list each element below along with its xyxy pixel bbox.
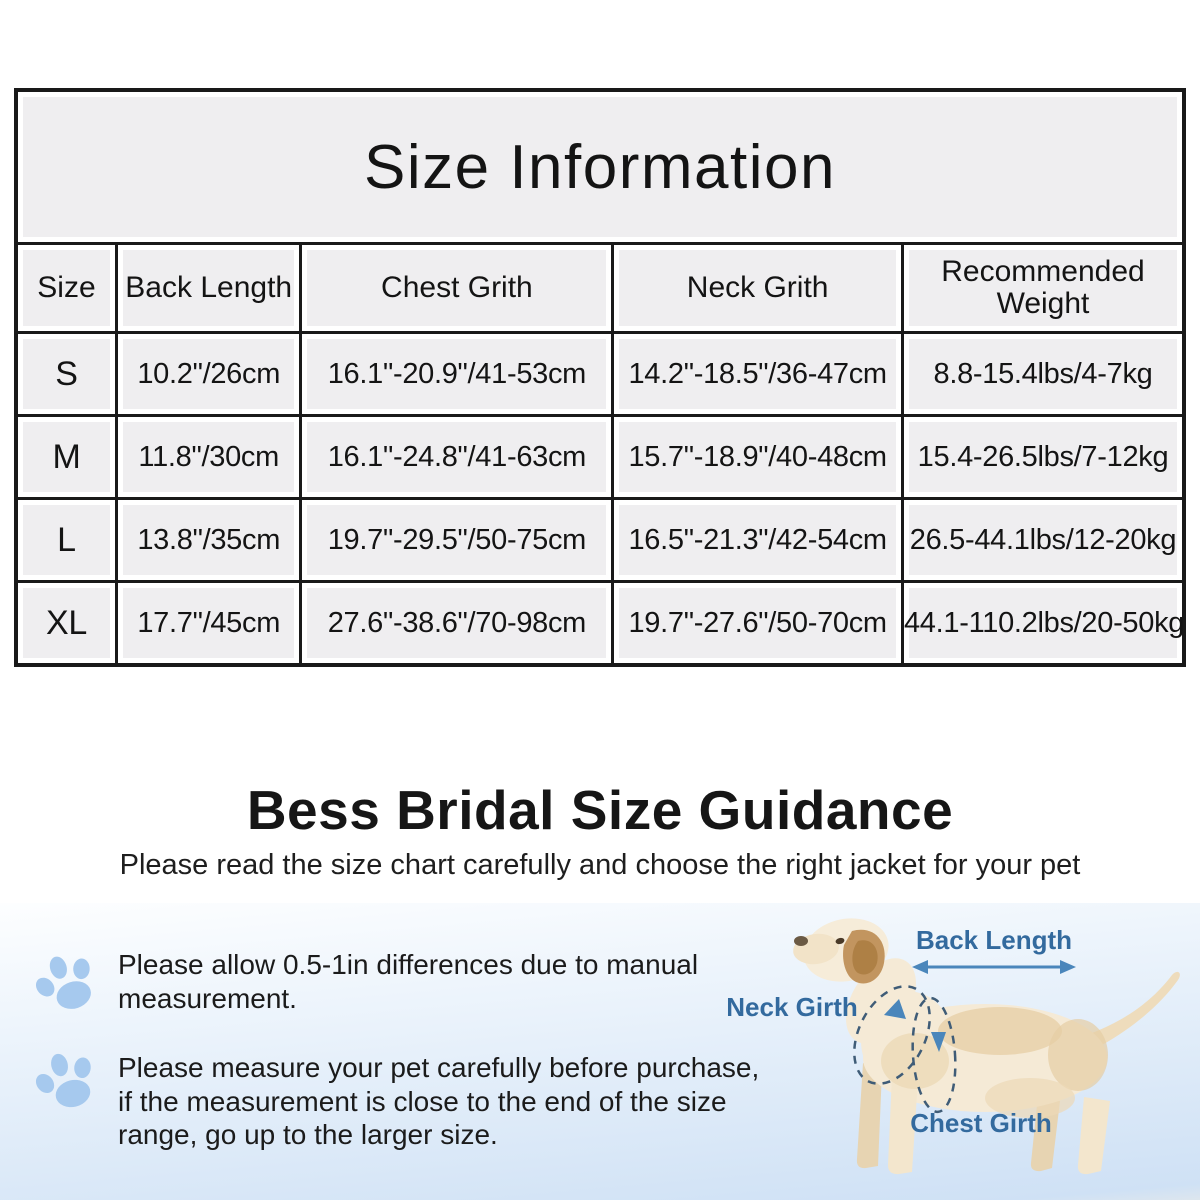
table-header-row: Size Back Length Chest Grith Neck Grith … <box>14 242 1186 334</box>
back-length-cell: 13.8"/35cm <box>114 497 303 583</box>
table-row-s: S 10.2"/26cm 16.1"-20.9"/41-53cm 14.2"-1… <box>14 331 1186 417</box>
table-title-row: Size Information <box>14 88 1186 245</box>
size-table: Size Information Size Back Length Chest … <box>14 88 1186 667</box>
column-header-back-length: Back Length <box>114 242 303 334</box>
chest-girth-cell: 16.1"-20.9"/41-53cm <box>299 331 615 417</box>
back-length-cell: 11.8"/30cm <box>114 414 303 500</box>
weight-cell: 26.5-44.1lbs/12-20kg <box>900 497 1186 583</box>
size-cell: XL <box>14 580 118 667</box>
weight-cell: 8.8-15.4lbs/4-7kg <box>900 331 1186 417</box>
paw-icon <box>35 956 91 1009</box>
table-title: Size Information <box>14 88 1186 245</box>
chest-girth-cell: 19.7"-29.5"/50-75cm <box>299 497 615 583</box>
guidance-subheading: Please read the size chart carefully and… <box>119 849 1081 881</box>
size-cell: M <box>14 414 118 500</box>
table-row-l: L 13.8"/35cm 19.7"-29.5"/50-75cm 16.5"-2… <box>14 497 1186 583</box>
column-header-neck-girth: Neck Grith <box>611 242 904 334</box>
guidance-heading: Bess Bridal Size Guidance <box>246 779 954 841</box>
neck-girth-cell: 15.7"-18.9"/40-48cm <box>611 414 904 500</box>
column-header-chest-girth: Chest Grith <box>299 242 615 334</box>
weight-cell: 44.1-110.2lbs/20-50kg <box>900 580 1186 667</box>
size-cell: L <box>14 497 118 583</box>
back-length-cell: 17.7"/45cm <box>114 580 303 667</box>
neck-girth-cell: 14.2"-18.5"/36-47cm <box>611 331 904 417</box>
chest-girth-cell: 27.6"-38.6"/70-98cm <box>299 580 615 667</box>
sizing-note: Please measure your pet carefully before… <box>118 1052 760 1151</box>
back-length-cell: 10.2"/26cm <box>114 331 303 417</box>
column-header-size: Size <box>14 242 118 334</box>
paw-icon <box>35 1053 91 1108</box>
neck-girth-cell: 19.7"-27.6"/50-70cm <box>611 580 904 667</box>
column-header-recommended-weight: Recommended Weight <box>900 242 1186 334</box>
size-cell: S <box>14 331 118 417</box>
table-row-xl: XL 17.7"/45cm 27.6"-38.6"/70-98cm 19.7"-… <box>14 580 1186 667</box>
chest-girth-cell: 16.1"-24.8"/41-63cm <box>299 414 615 500</box>
neck-girth-cell: 16.5"-21.3"/42-54cm <box>611 497 904 583</box>
table-row-m: M 11.8"/30cm 16.1"-24.8"/41-63cm 15.7"-1… <box>14 414 1186 500</box>
weight-cell: 15.4-26.5lbs/7-12kg <box>900 414 1186 500</box>
measurement-note: Please allow 0.5-1in differences due to … <box>118 949 699 1014</box>
